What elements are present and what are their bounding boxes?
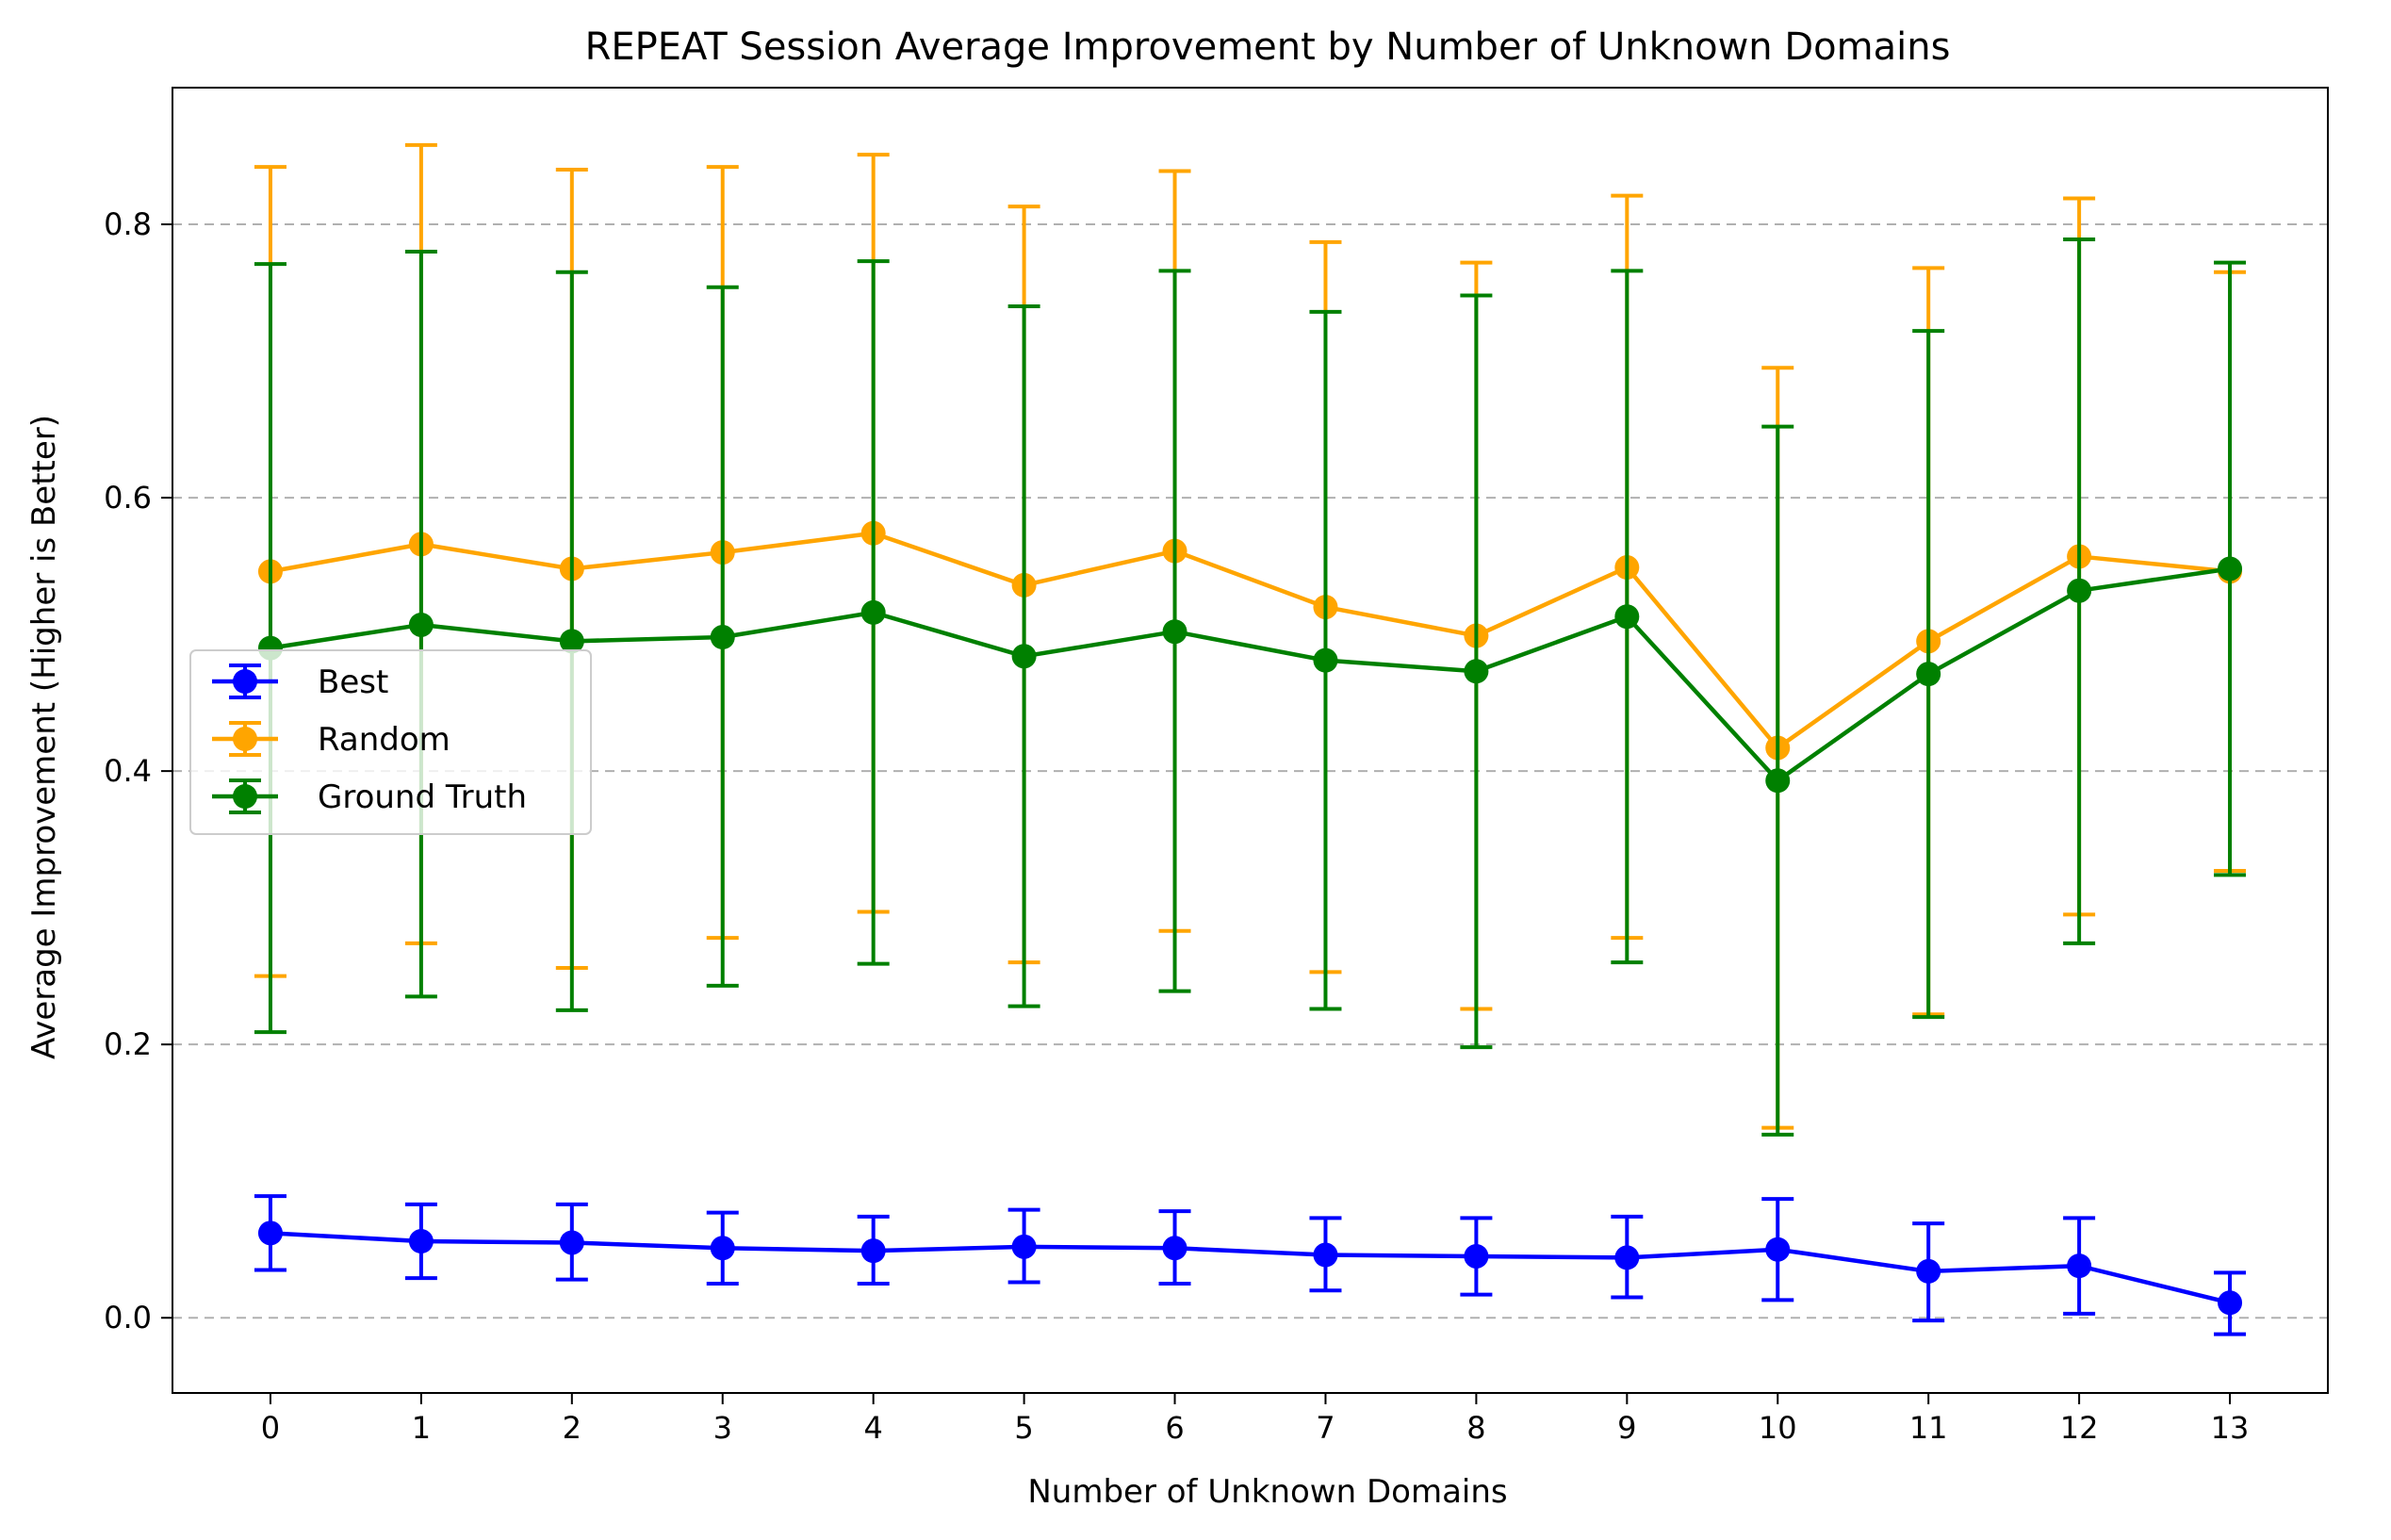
data-point bbox=[2067, 1253, 2092, 1279]
data-point bbox=[1464, 659, 1489, 684]
x-tick-label: 10 bbox=[1759, 1410, 1797, 1446]
data-point bbox=[408, 612, 434, 637]
data-point bbox=[710, 1236, 735, 1261]
data-point bbox=[2067, 578, 2092, 603]
data-point bbox=[860, 599, 886, 625]
data-point bbox=[1162, 619, 1187, 645]
data-point bbox=[408, 1229, 434, 1254]
legend-label: Best bbox=[318, 664, 388, 701]
y-tick-label: 0.8 bbox=[104, 206, 152, 242]
y-axis-label: Average Improvement (Higher is Better) bbox=[25, 415, 63, 1059]
x-tick-label: 3 bbox=[713, 1410, 732, 1446]
data-point bbox=[1162, 1236, 1187, 1261]
data-point bbox=[1011, 1234, 1037, 1259]
legend-marker bbox=[233, 727, 257, 751]
series-ground-truth bbox=[254, 237, 2247, 1137]
x-tick-label: 7 bbox=[1316, 1410, 1335, 1446]
data-point bbox=[1614, 604, 1640, 630]
legend-item-random: Random bbox=[212, 721, 450, 759]
x-tick-label: 0 bbox=[261, 1410, 280, 1446]
legend-label: Random bbox=[318, 721, 450, 759]
legend-box bbox=[189, 649, 592, 835]
series-line bbox=[270, 1231, 2231, 1305]
legend-item-ground-truth: Ground Truth bbox=[212, 778, 527, 816]
data-point bbox=[1765, 1237, 1791, 1262]
data-point bbox=[1916, 662, 1941, 687]
data-point bbox=[1011, 644, 1037, 669]
data-point bbox=[559, 1230, 584, 1255]
x-tick-label: 6 bbox=[1165, 1410, 1184, 1446]
series-line bbox=[270, 531, 2231, 750]
legend-item-best: Best bbox=[212, 664, 388, 701]
series-line bbox=[270, 566, 2231, 783]
y-tick-label: 0.0 bbox=[104, 1300, 152, 1335]
x-tick-label: 4 bbox=[863, 1410, 882, 1446]
y-tick-label: 0.6 bbox=[104, 480, 152, 516]
data-point bbox=[1916, 1258, 1941, 1284]
data-point bbox=[860, 1238, 886, 1264]
data-point bbox=[710, 625, 735, 650]
series-random bbox=[254, 142, 2247, 1130]
legend-marker bbox=[233, 784, 257, 809]
x-tick-label: 13 bbox=[2211, 1410, 2250, 1446]
legend: Best Random Ground Truth bbox=[189, 649, 592, 835]
data-point bbox=[2218, 1290, 2243, 1316]
legend-marker bbox=[233, 669, 257, 694]
data-point bbox=[1313, 1242, 1338, 1268]
data-point bbox=[559, 629, 584, 654]
x-tick-label: 9 bbox=[1617, 1410, 1636, 1446]
data-point bbox=[257, 1221, 283, 1246]
chart-title: REPEAT Session Average Improvement by Nu… bbox=[585, 25, 1951, 69]
series-best bbox=[254, 1194, 2247, 1336]
data-point bbox=[1765, 768, 1791, 794]
axis-ticks: 0.00.20.40.60.80 1 2 3 4 5 6 7 8 9 10 11 12 13 bbox=[104, 206, 2249, 1446]
plot-area-frame bbox=[172, 87, 2329, 1394]
y-tick-label: 0.2 bbox=[104, 1026, 152, 1062]
data-point bbox=[1313, 647, 1338, 673]
data-point bbox=[2218, 556, 2243, 582]
x-tick-label: 2 bbox=[563, 1410, 581, 1446]
x-tick-label: 5 bbox=[1014, 1410, 1033, 1446]
x-tick-label: 8 bbox=[1466, 1410, 1485, 1446]
legend-label: Ground Truth bbox=[318, 778, 527, 816]
y-tick-label: 0.4 bbox=[104, 753, 152, 789]
data-point bbox=[1464, 1243, 1489, 1269]
x-tick-label: 1 bbox=[412, 1410, 431, 1446]
data-point bbox=[1614, 1245, 1640, 1270]
x-tick-label: 11 bbox=[1909, 1410, 1948, 1446]
x-axis-label: Number of Unknown Domains bbox=[1027, 1473, 1507, 1511]
x-tick-label: 12 bbox=[2060, 1410, 2099, 1446]
